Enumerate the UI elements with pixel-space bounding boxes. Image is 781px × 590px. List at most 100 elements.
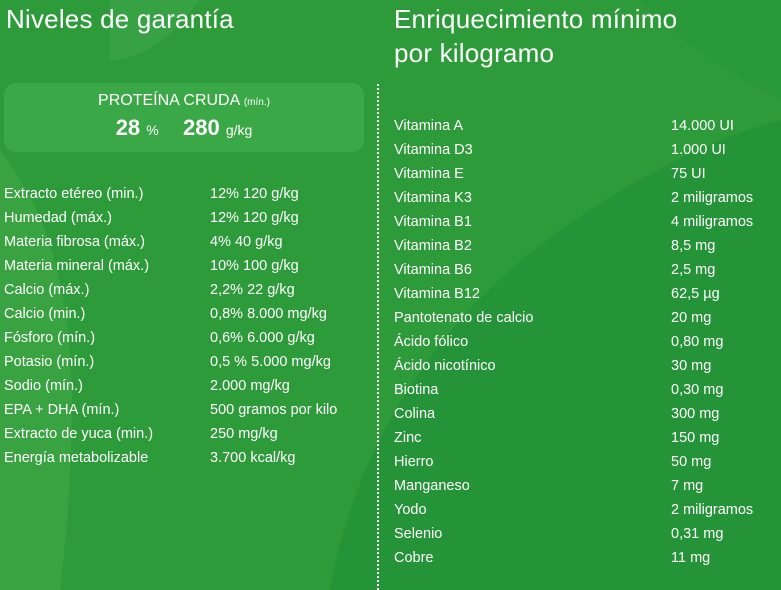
crude-protein-values: 28 % 280 g/kg (4, 115, 364, 143)
nutrient-row: Vitamina D3 1.000 UI (394, 141, 781, 159)
nutrient-value: 4 miligramos (671, 214, 754, 230)
nutrient-row: Manganeso 7 mg (394, 477, 781, 495)
nutrient-row: Vitamina B1 4 miligramos (394, 213, 781, 231)
guarantee-row: Humedad (máx.) 12% 120 g/kg (4, 209, 374, 227)
guarantee-label: Materia mineral (máx.) (4, 258, 150, 274)
nutrient-row: Vitamina B12 62,5 µg (394, 285, 781, 303)
guarantee-row: Energía metabolizable 3.700 kcal/kg (4, 449, 374, 467)
guarantee-label: Potasio (mín.) (4, 354, 95, 370)
nutrient-row: Ácido fólico 0,80 mg (394, 333, 781, 351)
nutrient-value: 2,5 mg (671, 262, 716, 278)
guarantee-row: Sodio (mín.) 2.000 mg/kg (4, 377, 374, 395)
guarantee-label: EPA + DHA (mín.) (4, 402, 120, 418)
enrichment-title: Enriquecimiento mínimo por kilogramo (394, 2, 677, 70)
guarantee-value: 2,2% 22 g/kg (210, 282, 295, 298)
guarantee-value: 4% 40 g/kg (210, 234, 283, 250)
guarantee-label: Materia fibrosa (máx.) (4, 234, 146, 250)
crude-protein-percent-unit: % (146, 122, 159, 138)
guarantee-row: Extracto de yuca (min.) 250 mg/kg (4, 425, 374, 443)
nutrient-label: Vitamina K3 (394, 190, 472, 206)
guarantee-row: Extracto etéreo (min.) 12% 120 g/kg (4, 185, 374, 203)
guarantee-row: EPA + DHA (mín.) 500 gramos por kilo (4, 401, 374, 419)
nutrient-row: Zinc 150 mg (394, 429, 781, 447)
guarantee-value: 12% 120 g/kg (210, 210, 299, 226)
nutrient-value: 2 miligramos (671, 502, 754, 518)
nutrient-label: Manganeso (394, 478, 470, 494)
guarantee-row: Calcio (máx.) 2,2% 22 g/kg (4, 281, 374, 299)
nutrient-label: Hierro (394, 454, 434, 470)
nutrient-row: Selenio 0,31 mg (394, 525, 781, 543)
nutrient-label: Vitamina B6 (394, 262, 472, 278)
crude-protein-box: PROTEÍNA CRUDA (mín.) 28 % 280 g/kg (4, 83, 364, 152)
guarantee-value: 3.700 kcal/kg (210, 450, 296, 466)
nutrient-value: 11 mg (671, 550, 711, 566)
guarantee-value: 500 gramos por kilo (210, 402, 338, 418)
nutrient-label: Vitamina B1 (394, 214, 472, 230)
nutrient-row: Vitamina B6 2,5 mg (394, 261, 781, 279)
guarantee-row: Fósforo (mín.) 0,6% 6.000 g/kg (4, 329, 374, 347)
nutrient-label: Vitamina B2 (394, 238, 472, 254)
nutrient-label: Colina (394, 406, 436, 422)
nutrient-label: Selenio (394, 526, 443, 542)
guarantee-label: Humedad (máx.) (4, 210, 112, 226)
nutrient-label: Ácido nicotínico (394, 358, 496, 374)
nutrient-value: 2 miligramos (671, 190, 754, 206)
nutrient-row: Biotina 0,30 mg (394, 381, 781, 399)
nutrient-value: 75 UI (671, 166, 706, 182)
nutrient-value: 7 mg (671, 478, 704, 494)
nutrient-value: 62,5 µg (671, 286, 720, 302)
crude-protein-percent: 28 (115, 115, 141, 140)
nutrient-row: Yodo 2 miligramos (394, 501, 781, 519)
guarantee-levels-title: Niveles de garantía (6, 4, 234, 34)
nutrient-label: Ácido fólico (394, 334, 469, 350)
nutrient-value: 300 mg (671, 406, 720, 422)
nutrient-row: Colina 300 mg (394, 405, 781, 423)
guarantee-value: 250 mg/kg (210, 426, 278, 442)
crude-protein-amount: 280 (183, 115, 220, 140)
guarantee-value: 10% 100 g/kg (210, 258, 299, 274)
nutrient-value: 0,80 mg (671, 334, 724, 350)
nutrient-row: Vitamina E 75 UI (394, 165, 781, 183)
column-divider (377, 84, 379, 590)
guarantee-row: Materia mineral (máx.) 10% 100 g/kg (4, 257, 374, 275)
guarantee-label: Extracto de yuca (min.) (4, 426, 154, 442)
enrichment-title-line1: Enriquecimiento mínimo (394, 4, 678, 34)
crude-protein-qualifier: (mín.) (243, 97, 270, 108)
nutrient-value: 0,31 mg (671, 526, 724, 542)
guarantee-value: 0,5 % 5.000 mg/kg (210, 354, 331, 370)
guarantee-label: Sodio (mín.) (4, 378, 83, 394)
guarantee-value: 0,8% 8.000 mg/kg (210, 306, 327, 322)
nutrient-row: Hierro 50 mg (394, 453, 781, 471)
nutrient-value: 1.000 UI (671, 142, 726, 158)
nutrient-value: 0,30 mg (671, 382, 724, 398)
nutrient-value: 30 mg (671, 358, 712, 374)
guarantee-label: Calcio (máx.) (4, 282, 90, 298)
guarantee-label: Fósforo (mín.) (4, 330, 96, 346)
nutrient-value: 8,5 mg (671, 238, 716, 254)
nutrient-row: Vitamina A 14.000 UI (394, 117, 781, 135)
guarantee-value: 12% 120 g/kg (210, 186, 299, 202)
guarantee-row: Materia fibrosa (máx.) 4% 40 g/kg (4, 233, 374, 251)
nutrient-label: Vitamina B12 (394, 286, 480, 302)
nutrient-row: Ácido nicotínico 30 mg (394, 357, 781, 375)
nutrient-label: Vitamina E (394, 166, 464, 182)
guarantee-value: 0,6% 6.000 g/kg (210, 330, 315, 346)
crude-protein-heading: PROTEÍNA CRUDA (mín.) (4, 92, 364, 112)
guarantee-row: Calcio (min.) 0,8% 8.000 mg/kg (4, 305, 374, 323)
nutrient-label: Cobre (394, 550, 434, 566)
enrichment-title-line2: por kilogramo (394, 38, 555, 68)
nutrient-label: Pantotenato de calcio (394, 310, 534, 326)
nutrient-label: Vitamina D3 (394, 142, 473, 158)
nutrient-value: 50 mg (671, 454, 712, 470)
nutrient-label: Yodo (394, 502, 427, 518)
crude-protein-amount-unit: g/kg (225, 122, 253, 138)
guarantee-row: Potasio (mín.) 0,5 % 5.000 mg/kg (4, 353, 374, 371)
nutrient-row: Vitamina B2 8,5 mg (394, 237, 781, 255)
crude-protein-label: PROTEÍNA CRUDA (98, 92, 240, 109)
nutrient-value: 14.000 UI (671, 118, 734, 134)
nutrient-value: 150 mg (671, 430, 720, 446)
nutrient-label: Zinc (394, 430, 422, 446)
guarantee-label: Extracto etéreo (min.) (4, 186, 144, 202)
nutrient-label: Vitamina A (394, 118, 464, 134)
